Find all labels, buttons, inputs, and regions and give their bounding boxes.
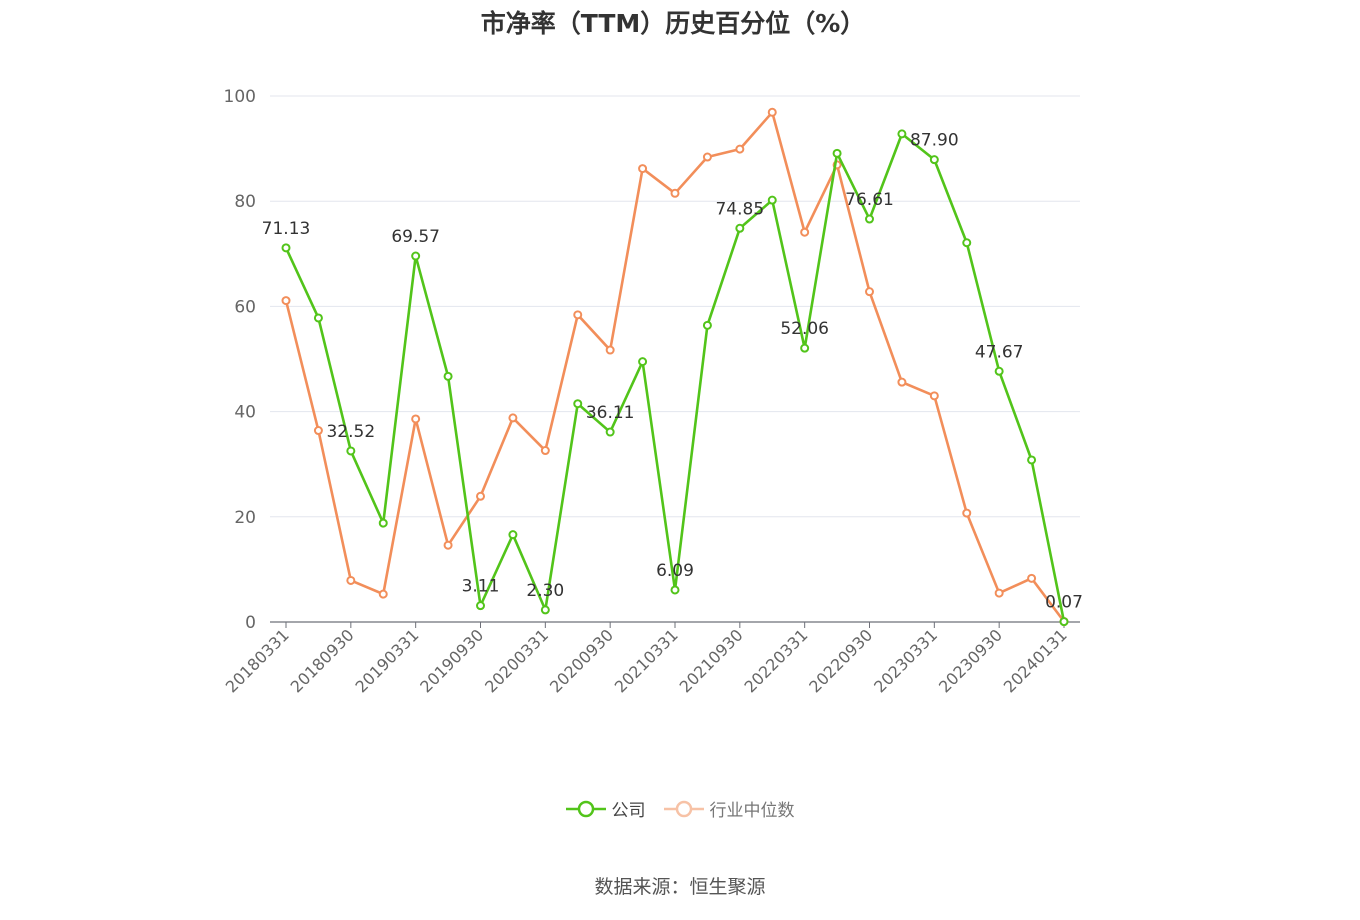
data-label: 74.85 xyxy=(715,199,764,219)
y-tick-label: 40 xyxy=(234,403,256,423)
company-point xyxy=(508,530,518,540)
company-point xyxy=(1059,617,1069,627)
company-point xyxy=(702,320,712,330)
x-tick-label: 20220930 xyxy=(805,625,876,696)
company-point xyxy=(638,357,648,367)
company-point xyxy=(897,129,907,139)
industry-point xyxy=(313,426,323,436)
data-label: 0.07 xyxy=(1045,593,1083,613)
y-tick-label: 20 xyxy=(234,508,256,528)
industry-point xyxy=(443,540,453,550)
series-lines xyxy=(281,107,1069,627)
company-point xyxy=(378,518,388,528)
x-tick-label: 20190331 xyxy=(351,625,422,696)
chart-title: 市净率（TTM）历史百分位（%） xyxy=(480,9,866,38)
company-point xyxy=(962,238,972,248)
industry-point xyxy=(638,164,648,174)
industry-point xyxy=(605,345,615,355)
company-point xyxy=(540,605,550,615)
x-tick-label: 20210930 xyxy=(676,625,747,696)
industry-point xyxy=(994,588,1004,598)
industry-point xyxy=(962,508,972,518)
industry-point xyxy=(573,310,583,320)
industry-point xyxy=(378,589,388,599)
y-tick-label: 80 xyxy=(234,192,256,212)
company-point xyxy=(865,214,874,224)
data-label: 76.61 xyxy=(845,190,894,210)
y-tick-label: 0 xyxy=(245,613,256,633)
data-label: 6.09 xyxy=(656,561,694,581)
x-tick-label: 20200331 xyxy=(481,625,552,696)
data-label: 2.30 xyxy=(526,581,564,601)
data-label: 87.90 xyxy=(910,131,959,151)
industry-point xyxy=(411,414,421,424)
company-point xyxy=(443,371,453,381)
axes: 0 20 40 60 80 100 2018033120180930201903312019… xyxy=(222,87,1080,696)
industry-point xyxy=(508,413,518,423)
data-label: 47.67 xyxy=(975,342,1024,362)
industry-point xyxy=(735,144,745,154)
legend-company-icon xyxy=(565,800,606,817)
company-point xyxy=(605,427,615,437)
x-tick-label: 20190930 xyxy=(416,625,487,696)
company-point xyxy=(1027,455,1037,465)
x-tick-label: 20240131 xyxy=(1000,625,1071,696)
data-label: 71.13 xyxy=(262,219,311,239)
industry-point xyxy=(670,188,680,198)
data-label: 3.11 xyxy=(462,577,500,597)
industry-point xyxy=(540,446,550,456)
data-source: 数据来源：恒生聚源 xyxy=(594,876,766,898)
industry-point xyxy=(1027,573,1037,583)
company-point xyxy=(800,343,810,353)
company-point xyxy=(994,366,1004,376)
company-point xyxy=(281,243,291,253)
y-tick-label: 100 xyxy=(224,87,256,107)
company-point xyxy=(929,155,939,165)
industry-point xyxy=(929,391,939,401)
industry-point xyxy=(897,377,907,387)
industry-point xyxy=(476,491,485,501)
data-label: 69.57 xyxy=(391,227,440,247)
x-tick-label: 20210331 xyxy=(611,625,682,696)
data-label: 52.06 xyxy=(780,319,829,339)
legend-company-label: 公司 xyxy=(611,801,646,821)
x-tick-label: 20180331 xyxy=(222,625,293,696)
company-point xyxy=(476,601,485,611)
x-tick-label: 20230331 xyxy=(870,625,941,696)
legend-item-industry[interactable]: 行业中位数 xyxy=(663,796,795,821)
company-point xyxy=(411,251,421,261)
industry-point xyxy=(767,107,777,117)
industry-point xyxy=(702,152,712,162)
company-line xyxy=(284,132,1066,622)
legend-item-company[interactable]: 公司 xyxy=(565,796,646,821)
grid-lines xyxy=(270,95,1080,518)
legend-industry-icon xyxy=(663,800,704,817)
x-tick-label: 20230930 xyxy=(935,625,1006,696)
data-label: 36.11 xyxy=(586,403,635,423)
company-point xyxy=(832,148,842,158)
company-point xyxy=(346,446,356,456)
company-point xyxy=(573,399,583,409)
y-tick-label: 60 xyxy=(234,297,256,317)
industry-point xyxy=(800,227,810,237)
data-labels: 71.13 32.52 69.57 3.11 2.30 36.11 6.09 74.85 52.… xyxy=(262,131,1083,613)
company-point xyxy=(670,585,680,595)
company-point xyxy=(735,223,745,233)
data-label: 32.52 xyxy=(326,422,375,442)
industry-point xyxy=(865,287,874,297)
company-point xyxy=(767,195,777,205)
company-point xyxy=(313,313,323,323)
legend-industry-label: 行业中位数 xyxy=(709,801,795,821)
x-tick-label: 20220331 xyxy=(740,625,811,696)
legend: 公司 行业中位数 xyxy=(0,796,1360,821)
industry-point xyxy=(281,296,291,306)
industry-point xyxy=(346,575,356,585)
x-tick-label: 20200930 xyxy=(546,625,617,696)
x-tick-label: 20180930 xyxy=(287,625,358,696)
